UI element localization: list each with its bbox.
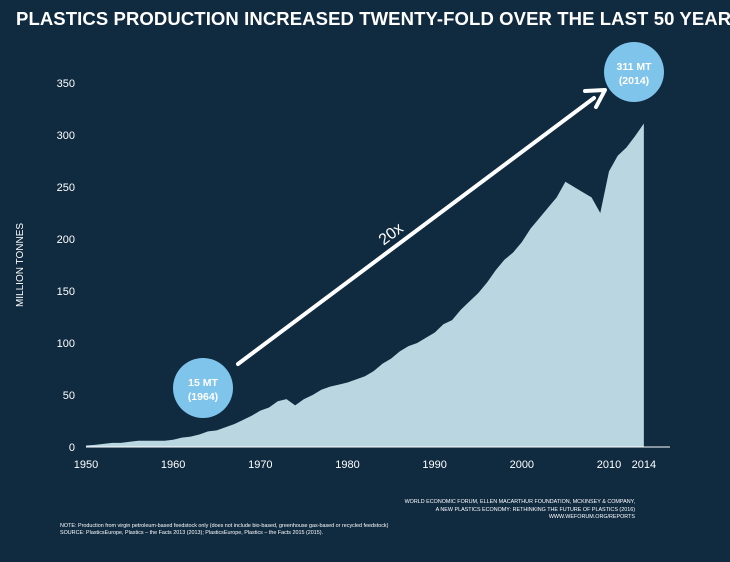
y-tick-label: 200: [57, 234, 75, 246]
end-bubble-label: (2014): [619, 75, 649, 87]
source-link[interactable]: WWW.WEFORUM.ORG/REPORTS: [548, 514, 635, 520]
chart-title: PLASTICS PRODUCTION INCREASED TWENTY-FOL…: [16, 8, 730, 29]
start-bubble-label: 15 MT: [188, 377, 218, 389]
y-tick-label: 0: [69, 442, 75, 454]
y-tick-label: 150: [57, 286, 75, 298]
arrow-label: 20x: [376, 220, 407, 249]
growth-arrow-line: [236, 96, 596, 366]
end-bubble-label: 311 MT: [616, 61, 652, 73]
x-tick-label: 1980: [335, 459, 359, 471]
source-credit: WORLD ECONOMIC FORUM, ELLEN MACARTHUR FO…: [405, 499, 635, 522]
footnote: NOTE: Production from virgin petroleum-b…: [60, 523, 390, 537]
y-tick-label: 250: [57, 182, 75, 194]
x-tick-label: 1960: [161, 459, 185, 471]
y-tick-label: 50: [63, 390, 75, 402]
start-bubble-label: (1964): [188, 391, 218, 403]
y-tick-label: 100: [57, 338, 75, 350]
x-tick-label: 1990: [422, 459, 446, 471]
footnote-source: SOURCE: PlasticsEurope, Plastics – the F…: [60, 530, 324, 536]
x-tick-label: 2000: [510, 459, 534, 471]
source-line: WORLD ECONOMIC FORUM, ELLEN MACARTHUR FO…: [404, 499, 635, 505]
y-tick-label: 300: [57, 130, 75, 142]
x-tick-label: 1950: [74, 459, 98, 471]
x-tick-label: 2010: [597, 459, 621, 471]
source-line: A NEW PLASTICS ECONOMY: RETHINKING THE F…: [435, 506, 635, 513]
end-bubble: [604, 42, 664, 102]
start-bubble: [173, 358, 233, 418]
x-tick-label: 2014: [632, 459, 656, 471]
footnote-note: NOTE: Production from virgin petroleum-b…: [60, 523, 389, 529]
y-tick-label: 350: [57, 78, 75, 90]
x-tick-label: 1970: [248, 459, 272, 471]
data-area: [86, 123, 644, 447]
growth-arrow-head: [583, 88, 607, 109]
y-axis-label: MILLION TONNES: [15, 223, 26, 307]
